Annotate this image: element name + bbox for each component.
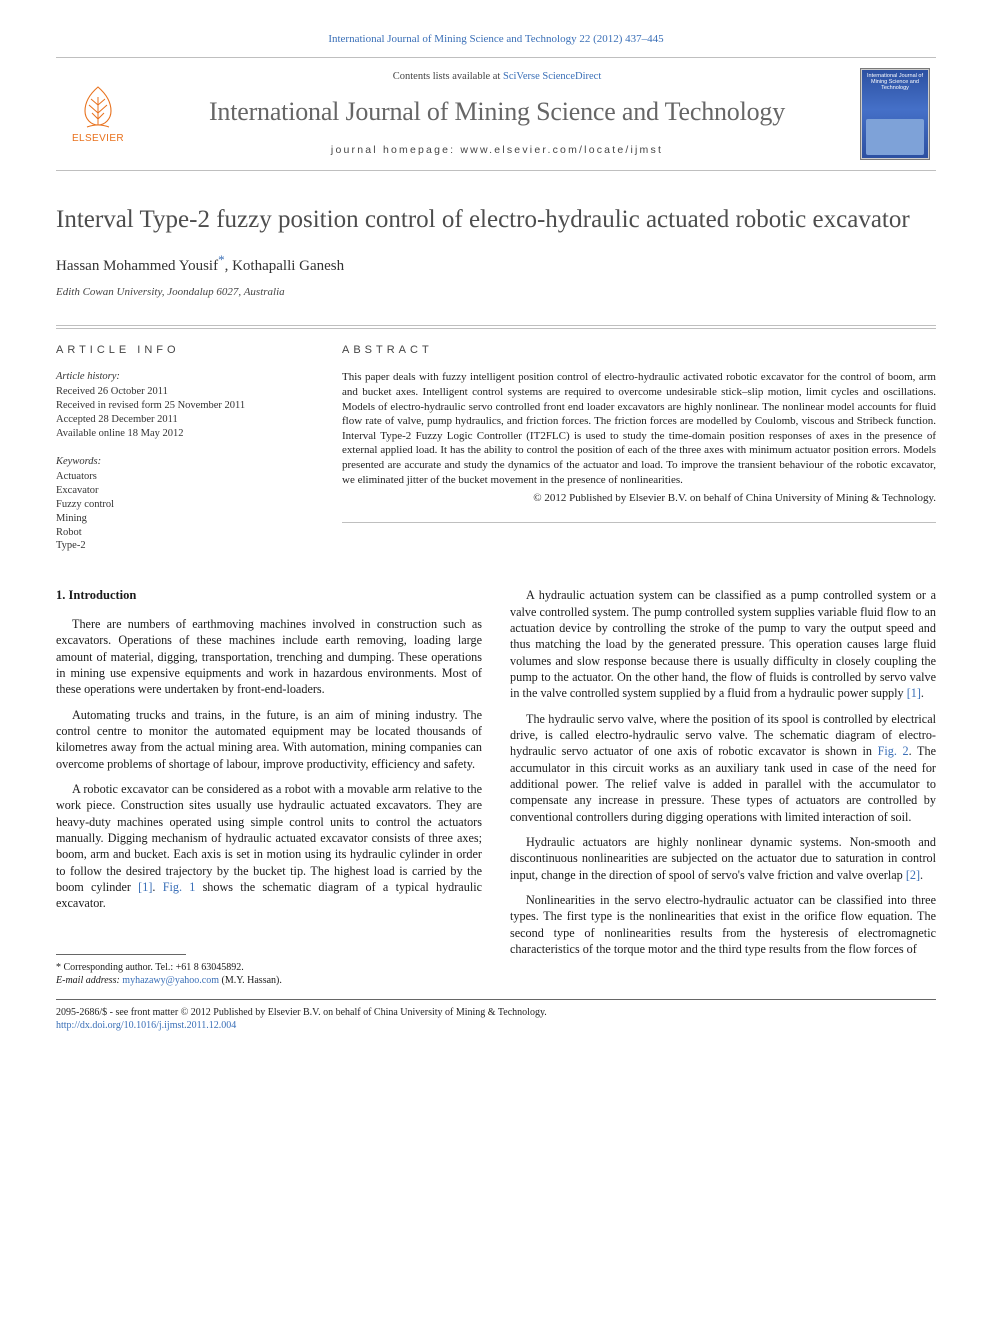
citation-link[interactable]: [2] [906, 868, 920, 882]
paragraph-text: A hydraulic actuation system can be clas… [510, 588, 936, 700]
journal-cover-thumbnail: International Journal of Mining Science … [860, 68, 930, 160]
paragraph: A hydraulic actuation system can be clas… [510, 587, 936, 701]
paragraph: A robotic excavator can be considered as… [56, 781, 482, 912]
paragraph-text: Hydraulic actuators are highly nonlinear… [510, 835, 936, 882]
email-tail: (M.Y. Hassan). [219, 975, 282, 986]
abstract-column: ABSTRACT This paper deals with fuzzy int… [334, 328, 936, 553]
email-link[interactable]: myhazawy@yahoo.com [122, 975, 219, 986]
citation-link[interactable]: [1] [138, 880, 152, 894]
paragraph-text: . [921, 686, 924, 700]
contents-line: Contents lists available at SciVerse Sci… [142, 70, 852, 84]
keyword: Mining [56, 512, 314, 526]
cover-title: International Journal of Mining Science … [865, 73, 925, 92]
paragraph: Nonlinearities in the servo electro-hydr… [510, 892, 936, 957]
keyword: Type-2 [56, 539, 314, 553]
cover-image-icon [866, 119, 924, 155]
paragraph: Hydraulic actuators are highly nonlinear… [510, 834, 936, 883]
article-info-label: ARTICLE INFO [56, 343, 314, 358]
keyword: Excavator [56, 484, 314, 498]
history-line: Received 26 October 2011 [56, 385, 314, 399]
figure-link[interactable]: Fig. 2 [878, 744, 909, 758]
email-label: E-mail address: [56, 975, 122, 986]
history-line: Available online 18 May 2012 [56, 427, 314, 441]
paragraph-text: A robotic excavator can be considered as… [56, 782, 482, 894]
keyword: Actuators [56, 470, 314, 484]
journal-homepage: journal homepage: www.elsevier.com/locat… [142, 143, 852, 157]
citation-link[interactable]: [1] [907, 686, 921, 700]
corr-author-line: * Corresponding author. Tel.: +61 8 6304… [56, 961, 482, 974]
article-title: Interval Type-2 fuzzy position control o… [56, 205, 936, 236]
history-line: Accepted 28 December 2011 [56, 413, 314, 427]
history-title: Article history: [56, 370, 314, 384]
corresponding-footnote: * Corresponding author. Tel.: +61 8 6304… [56, 961, 482, 987]
body-column-left: 1. Introduction There are numbers of ear… [56, 587, 482, 987]
paragraph-text: The hydraulic servo valve, where the pos… [510, 712, 936, 759]
publisher-name: ELSEVIER [72, 132, 124, 146]
keyword: Robot [56, 526, 314, 540]
header-citation-link[interactable]: International Journal of Mining Science … [328, 33, 663, 45]
paragraph: Automating trucks and trains, in the fut… [56, 707, 482, 772]
authors: Hassan Mohammed Yousif*, Kothapalli Gane… [56, 251, 936, 276]
author-2: , Kothapalli Ganesh [225, 258, 345, 274]
copyright: © 2012 Published by Elsevier B.V. on beh… [342, 491, 936, 506]
sciencedirect-link[interactable]: SciVerse ScienceDirect [503, 71, 601, 82]
publisher-logo: ELSEVIER [62, 83, 134, 146]
contents-prefix: Contents lists available at [393, 71, 503, 82]
header-citation: International Journal of Mining Science … [56, 32, 936, 47]
affiliation: Edith Cowan University, Joondalup 6027, … [56, 285, 936, 300]
paragraph: There are numbers of earthmoving machine… [56, 616, 482, 698]
history-line: Received in revised form 25 November 201… [56, 399, 314, 413]
doi-link[interactable]: http://dx.doi.org/10.1016/j.ijmst.2011.1… [56, 1020, 236, 1031]
abstract-label: ABSTRACT [342, 343, 936, 358]
article-info-column: ARTICLE INFO Article history: Received 2… [56, 328, 334, 553]
paragraph: The hydraulic servo valve, where the pos… [510, 711, 936, 825]
elsevier-tree-icon [77, 83, 119, 129]
keywords-title: Keywords: [56, 455, 314, 469]
author-1: Hassan Mohammed Yousif [56, 258, 218, 274]
paragraph-text: . [152, 880, 162, 894]
journal-name: International Journal of Mining Science … [142, 94, 852, 129]
paragraph-text: . [920, 868, 923, 882]
body-column-right: A hydraulic actuation system can be clas… [510, 587, 936, 987]
keyword: Fuzzy control [56, 498, 314, 512]
abstract-rule [342, 522, 936, 523]
footnote-rule [56, 954, 186, 955]
footer: 2095-2686/$ - see front matter © 2012 Pu… [56, 999, 936, 1032]
masthead: ELSEVIER Contents lists available at Sci… [56, 57, 936, 171]
abstract-text: This paper deals with fuzzy intelligent … [342, 370, 936, 487]
section-heading: 1. Introduction [56, 587, 482, 604]
meta-row: ARTICLE INFO Article history: Received 2… [56, 325, 936, 553]
figure-link[interactable]: Fig. 1 [163, 880, 196, 894]
front-matter-line: 2095-2686/$ - see front matter © 2012 Pu… [56, 1006, 936, 1019]
body-columns: 1. Introduction There are numbers of ear… [56, 587, 936, 987]
